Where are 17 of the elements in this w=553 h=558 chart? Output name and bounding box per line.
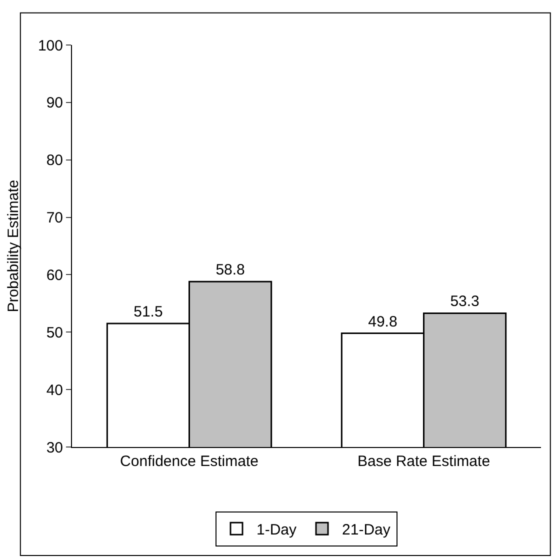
y-tick-label: 40 [46, 382, 63, 399]
x-tick-label: Base Rate Estimate [357, 453, 490, 470]
y-tick-label: 80 [46, 152, 63, 170]
y-tick-label: 60 [46, 266, 63, 284]
y-tick-label: 30 [46, 439, 63, 456]
data-label: 51.5 [134, 304, 163, 321]
legend-label: 21-Day [342, 521, 391, 538]
data-label: 58.8 [216, 262, 245, 279]
data-label: 49.8 [368, 313, 398, 330]
y-axis-title: Probability Estimate [5, 180, 22, 312]
y-tick-label: 100 [38, 37, 63, 54]
x-tick-label: Confidence Estimate [120, 453, 258, 470]
y-tick-label: 90 [46, 94, 63, 112]
data-label: 53.3 [450, 293, 480, 310]
legend-label: 1-Day [256, 521, 298, 538]
y-tick-label: 70 [46, 210, 63, 227]
y-tick-label: 50 [46, 324, 63, 342]
